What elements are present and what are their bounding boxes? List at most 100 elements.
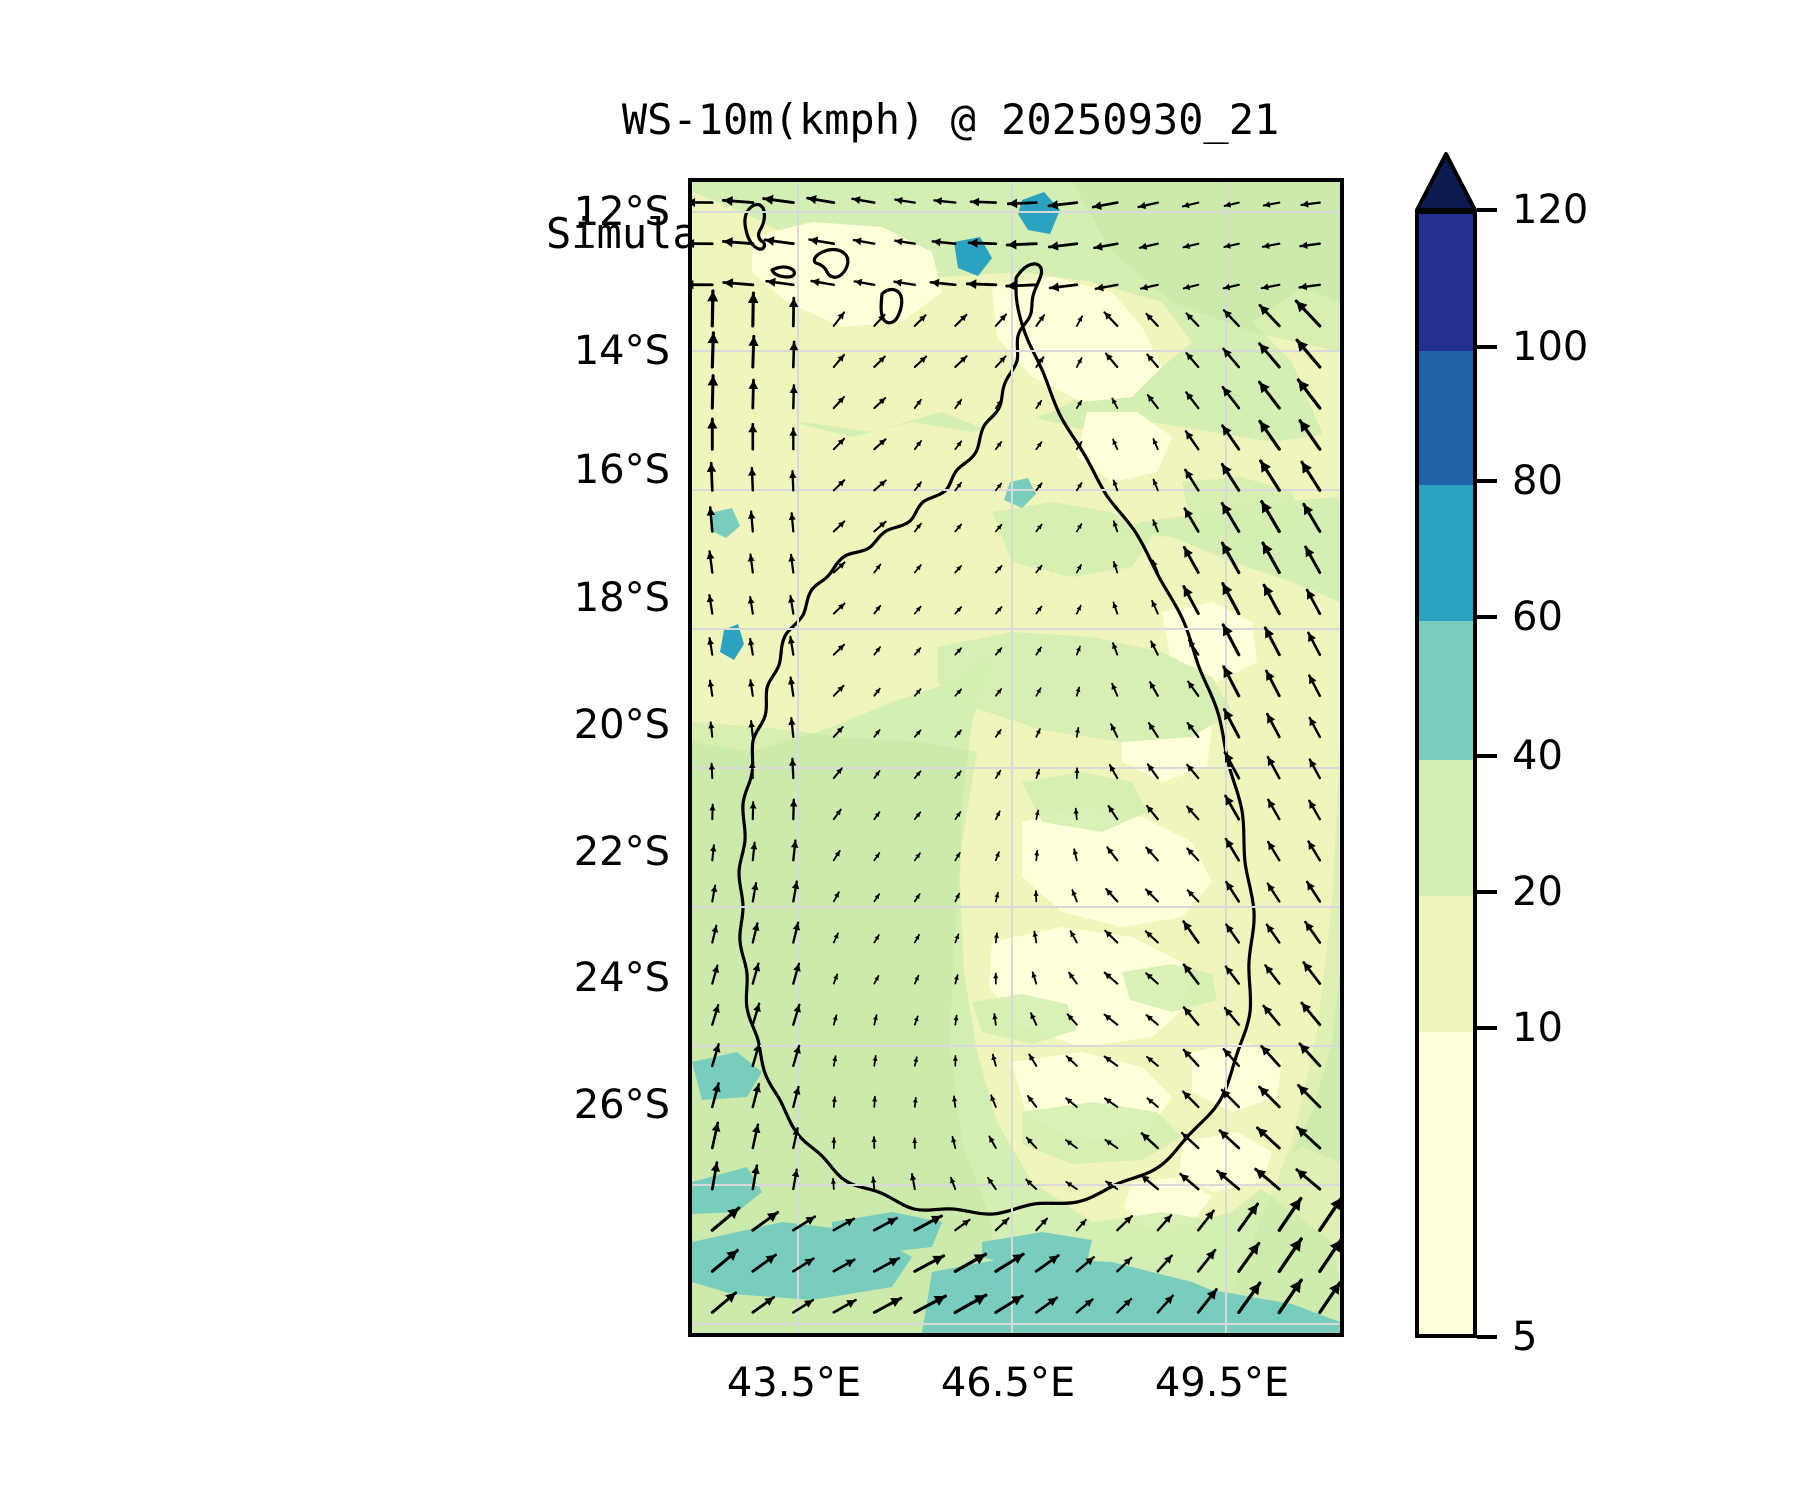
wind-arrow-head [1093,201,1102,210]
wind-arrow-head [1223,1049,1232,1058]
wind-arrow-head [809,236,819,246]
lat-tick-22s: 22°S [573,829,670,875]
wind-arrow-head [793,1045,801,1054]
wind-arrow-head [973,1254,986,1265]
wind-arrow-head [916,523,921,529]
wind-arrow-head [706,551,715,560]
wind-arrow-head [1257,1127,1268,1138]
wind-arrow-head [807,195,817,205]
wind-arrow-head [1296,301,1308,313]
wind-arrow-head [706,463,717,472]
wind-arrow-head [1077,358,1082,364]
wind-arrow-head [747,292,759,304]
wind-arrow-head [1033,891,1039,896]
wind-arrow-head [1222,425,1232,436]
wind-arrow-head [1036,442,1042,448]
wind-arrow-head [793,963,801,972]
wind-arrow-head [1226,924,1234,933]
wind-arrow-head [1184,547,1193,558]
wind-arrow-head [1040,1218,1047,1226]
wind-arrow-head [753,1043,761,1053]
wind-arrow-head [845,1218,854,1227]
wind-arrow-head [1309,800,1317,809]
wind-arrow-head [915,648,921,653]
wind-arrow-head [1076,605,1081,611]
colorbar-tick-5 [1477,1335,1497,1339]
wind-arrow-head [1263,201,1271,208]
wind-arrow-head [1112,602,1118,609]
wind-arrow-head [912,1097,918,1103]
wind-arrow-head [712,965,720,973]
wind-arrow-head [996,648,1002,653]
wind-arrow-head [748,468,757,476]
wind-arrow-head [1038,315,1045,322]
wind-arrow-head [1330,1198,1340,1211]
wind-arrow-head [1141,1133,1150,1142]
wind-arrow-head [837,397,845,404]
wind-arrow-head [1037,524,1042,530]
wind-arrow-head [919,356,927,363]
wind-arrow-head [1186,313,1194,321]
colorbar-tick-100 [1477,345,1497,349]
wind-arrow-head [875,729,880,735]
wind-arrow-head [1110,724,1117,731]
wind-arrow-head [1146,847,1154,855]
wind-arrow-head [996,441,1002,447]
colorbar-label-100: 100 [1512,324,1589,370]
wind-arrow-head [726,1250,738,1261]
wind-arrow-head [1036,606,1042,612]
wind-arrow-head [1008,198,1018,209]
wind-arrow-head [1224,752,1234,763]
wind-arrow-head [1298,380,1310,392]
wind-arrow-head [915,730,921,736]
wind-arrow-head [915,606,921,612]
wind-arrow-head [894,278,902,287]
wind-arrow-head [1205,1210,1214,1220]
wind-arrow-head [1074,768,1080,773]
wind-arrow-head [873,1015,878,1021]
wind-arrow-head [956,565,962,571]
wind-arrow-head [1145,931,1153,938]
wind-arrow-head [1026,1137,1033,1144]
wind-arrow-head [1187,848,1194,856]
wind-arrow-head [792,922,801,931]
wind-arrow-head [838,521,845,528]
wind-arrow-head [956,771,961,777]
wind-arrow-head [895,238,903,246]
wind-arrow-head [1105,1098,1112,1105]
wind-arrow-head [1147,1056,1154,1063]
wind-arrow-head [1034,810,1040,816]
wind-arrow-head [956,730,962,736]
wind-arrow-head [1077,316,1083,322]
wind-arrow-head [789,758,797,766]
wind-arrow-head [874,975,879,981]
wind-arrow-head [1265,965,1274,974]
wind-arrow-head [752,1084,761,1093]
wind-arrow-head [875,771,880,776]
wind-arrow-head [752,1124,761,1134]
wind-arrow-head [1289,1239,1302,1252]
wind-arrow-head [878,398,886,405]
wind-arrow-head [838,562,845,569]
wind-arrow-head [834,850,840,857]
wind-arrow-head [723,237,733,248]
wind-arrow-head [874,934,879,940]
wind-arrow-head [837,354,845,362]
wind-arrow-head [1222,387,1232,397]
wind-arrow-head [707,290,719,302]
wind-arrow-head [1006,280,1017,291]
colorbar-tick-60 [1477,615,1497,619]
wind-arrow-head [952,1096,958,1102]
wind-arrow-head [804,1258,814,1267]
wind-arrow-head [1077,482,1082,488]
wind-arrow-head [709,804,716,811]
wind-arrow-head [878,356,885,363]
wind-arrow-head [793,1087,801,1095]
wind-arrow-head [853,237,862,246]
wind-arrow-head [692,198,696,207]
wind-arrow-head [875,688,880,694]
colorbar-segment [1419,760,1473,896]
wind-arrow-head [1217,1171,1228,1181]
wind-arrow-head [1262,242,1270,249]
wind-arrow-head [871,1137,877,1142]
